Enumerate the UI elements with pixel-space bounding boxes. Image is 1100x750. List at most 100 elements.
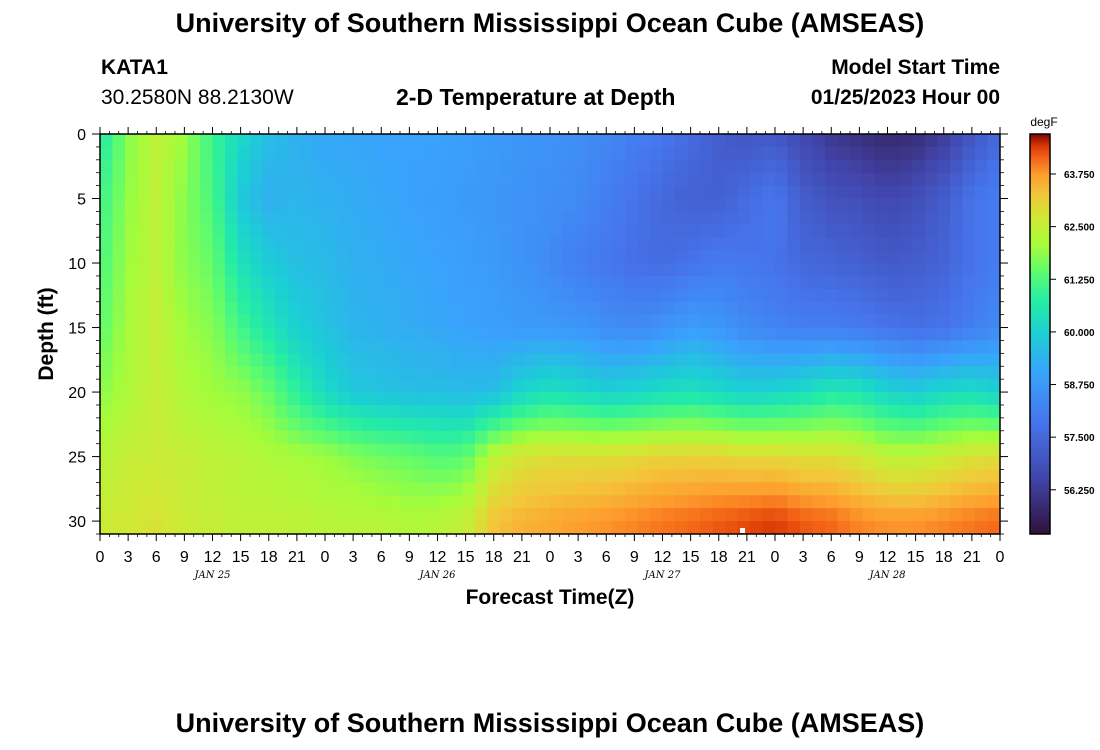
heatmap-cell: [937, 392, 951, 406]
x-tick-label: 9: [180, 549, 189, 566]
heatmap-cell: [650, 314, 664, 329]
heatmap-cell: [137, 288, 151, 303]
heatmap-cell: [125, 134, 139, 148]
heatmap-cell: [987, 314, 1000, 329]
heatmap-cell: [975, 211, 989, 225]
heatmap-cell: [487, 456, 501, 471]
heatmap-cell: [375, 198, 389, 213]
heatmap-cell: [725, 508, 739, 522]
heatmap-cell: [575, 288, 589, 303]
heatmap-cell: [737, 366, 751, 380]
heatmap-cell: [675, 327, 689, 342]
heatmap-cell: [250, 353, 264, 367]
heatmap-cell: [862, 340, 876, 354]
heatmap-cell: [562, 159, 576, 174]
heatmap-cell: [925, 250, 939, 264]
heatmap-cell: [450, 469, 464, 483]
heatmap-cell: [312, 482, 326, 496]
heatmap-cell: [100, 443, 114, 458]
heatmap-cell: [350, 482, 364, 496]
heatmap-cell: [337, 430, 351, 445]
heatmap-cell: [850, 366, 864, 380]
heatmap-cell: [450, 314, 464, 329]
heatmap-cell: [200, 379, 214, 393]
heatmap-cell: [350, 301, 364, 316]
heatmap-cell: [687, 404, 701, 419]
heatmap-cell: [625, 250, 639, 264]
heatmap-cell: [275, 340, 289, 354]
heatmap-cell: [612, 198, 626, 213]
x-tick-label: 0: [96, 549, 105, 566]
heatmap-cell: [762, 275, 776, 290]
heatmap-cell: [187, 482, 201, 496]
heatmap-cell: [225, 146, 239, 161]
heatmap-cell: [512, 379, 526, 393]
heatmap-cell: [962, 508, 976, 522]
heatmap-cell: [262, 288, 276, 303]
heatmap-cell: [700, 224, 714, 238]
heatmap-cell: [950, 314, 964, 329]
heatmap-cell: [562, 327, 576, 342]
heatmap-cell: [137, 237, 151, 251]
heatmap-cell: [400, 301, 414, 316]
heatmap-cell: [625, 263, 639, 277]
heatmap-cell: [262, 366, 276, 380]
heatmap-cell: [375, 134, 389, 148]
heatmap-cell: [100, 224, 114, 238]
heatmap-cell: [725, 263, 739, 277]
heatmap-cell: [362, 353, 376, 367]
heatmap-cell: [850, 417, 864, 432]
heatmap-cell: [637, 146, 651, 161]
heatmap-cell: [262, 417, 276, 432]
heatmap-cell: [425, 211, 439, 225]
heatmap-cell: [950, 404, 964, 419]
heatmap-cell: [750, 443, 764, 458]
heatmap-cell: [387, 482, 401, 496]
heatmap-cell: [612, 482, 626, 496]
heatmap-cell: [187, 392, 201, 406]
heatmap-cell: [850, 469, 864, 483]
heatmap-cell: [100, 508, 114, 522]
heatmap-cell: [650, 404, 664, 419]
heatmap-cell: [337, 172, 351, 187]
heatmap-cell: [537, 521, 551, 534]
heatmap-cell: [900, 263, 914, 277]
heatmap-cell: [987, 417, 1000, 432]
heatmap-cell: [937, 366, 951, 380]
colorbar-tick-label: 61.250: [1064, 275, 1095, 286]
heatmap-cell: [887, 469, 901, 483]
heatmap-cell: [500, 301, 514, 316]
heatmap-cell: [175, 237, 189, 251]
heatmap-cell: [150, 146, 164, 161]
day-label: JAN 28: [868, 570, 906, 581]
heatmap-cell: [675, 443, 689, 458]
heatmap-cell: [150, 185, 164, 200]
heatmap-cell: [437, 288, 451, 303]
heatmap-cell: [612, 263, 626, 277]
heatmap-cell: [787, 172, 801, 187]
heatmap-cell: [900, 224, 914, 238]
heatmap-cell: [100, 288, 114, 303]
heatmap-cell: [487, 340, 501, 354]
station-id: KATA1: [101, 56, 168, 79]
heatmap-cell: [900, 521, 914, 534]
heatmap-cell: [562, 275, 576, 290]
heatmap-cell: [800, 250, 814, 264]
heatmap-cell: [987, 250, 1000, 264]
heatmap-cell: [850, 198, 864, 213]
heatmap-cell: [162, 301, 176, 316]
heatmap-cell: [825, 263, 839, 277]
heatmap-cell: [662, 353, 676, 367]
heatmap-cell: [400, 211, 414, 225]
heatmap-cell: [925, 237, 939, 251]
heatmap-cell: [650, 159, 664, 174]
heatmap-cell: [762, 456, 776, 471]
heatmap-cell: [275, 366, 289, 380]
heatmap-cell: [412, 508, 426, 522]
heatmap-cell: [575, 301, 589, 316]
heatmap-cell: [587, 224, 601, 238]
x-tick-label: 18: [485, 549, 503, 566]
heatmap-cell: [675, 263, 689, 277]
heatmap-cell: [462, 314, 476, 329]
heatmap-cell: [675, 211, 689, 225]
